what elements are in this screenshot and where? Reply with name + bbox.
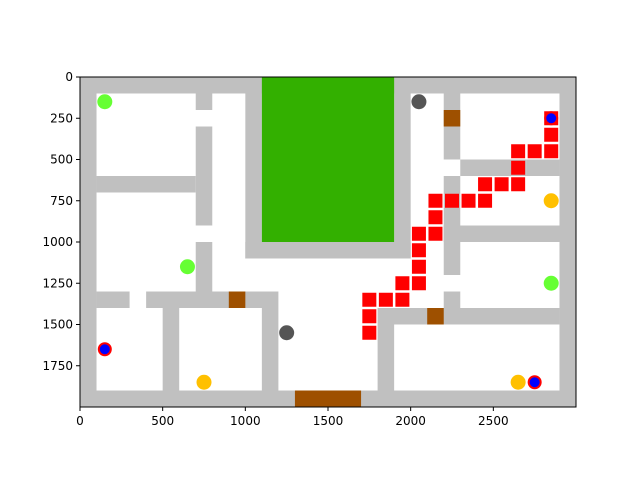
wall-segment [394,94,411,259]
path-square [395,293,409,307]
gray-dot [279,325,294,340]
path-square [362,293,376,307]
wall-segment [196,127,213,226]
wall-segment [245,242,410,259]
x-tick-label: 2000 [395,414,426,428]
x-tick-label: 500 [151,414,174,428]
x-tick-label: 1500 [313,414,344,428]
plot-area [80,77,576,407]
wall-segment [196,94,213,111]
path-square [412,227,426,241]
x-tick-label: 2500 [478,414,509,428]
y-tick-label: 750 [50,194,73,208]
wall-segment [262,308,279,391]
door-marker [444,110,461,127]
wall-segment [80,77,97,407]
orange-dot [197,375,212,390]
wall-segment [526,160,559,177]
orange-dot [544,193,559,208]
path-square [395,276,409,290]
door-marker [427,308,444,325]
green-dot [97,94,112,109]
wall-segment [245,94,262,259]
wall-segment [97,292,130,309]
blue-dot [100,344,110,354]
orange-dot [511,375,526,390]
path-square [428,210,442,224]
path-square [478,194,492,208]
door-marker [229,292,246,309]
x-tick-label: 0 [76,414,84,428]
blue-dot [546,113,556,123]
y-tick-label: 250 [50,111,73,125]
y-tick-label: 1500 [42,318,73,332]
path-square [511,161,525,175]
path-square [511,177,525,191]
green-dot [544,276,559,291]
y-tick-label: 500 [50,153,73,167]
path-square [528,144,542,158]
path-square [478,177,492,191]
x-axis: 0 500 1000 1500 2000 2500 [76,407,508,428]
green-dot [180,259,195,274]
path-square [412,276,426,290]
path-square [462,194,476,208]
gray-dot [411,94,426,109]
y-tick-label: 1750 [42,359,73,373]
path-square [379,293,393,307]
door-marker [295,391,361,408]
y-tick-label: 1000 [42,235,73,249]
path-square [445,194,459,208]
path-square [362,326,376,340]
path-square [428,227,442,241]
wall-segment [444,292,461,309]
y-tick-label: 0 [65,70,73,84]
path-square [362,309,376,323]
path-square [544,128,558,142]
wall-segment [196,242,213,292]
x-tick-label: 1000 [230,414,261,428]
wall-segment [97,176,196,193]
wall-segment [378,325,395,391]
wall-segment [378,308,560,325]
path-square [428,194,442,208]
y-axis: 0 250 500 750 1000 1250 1500 1750 [42,70,80,373]
path-square [412,243,426,257]
blue-dot [530,377,540,387]
path-square [495,177,509,191]
green-area-layer [262,77,394,242]
green-area [262,77,394,242]
y-tick-label: 1250 [42,276,73,290]
wall-segment [163,308,180,391]
wall-segment [444,226,576,243]
path-square [544,144,558,158]
path-square [511,144,525,158]
wall-segment [146,292,278,309]
path-square [412,260,426,274]
